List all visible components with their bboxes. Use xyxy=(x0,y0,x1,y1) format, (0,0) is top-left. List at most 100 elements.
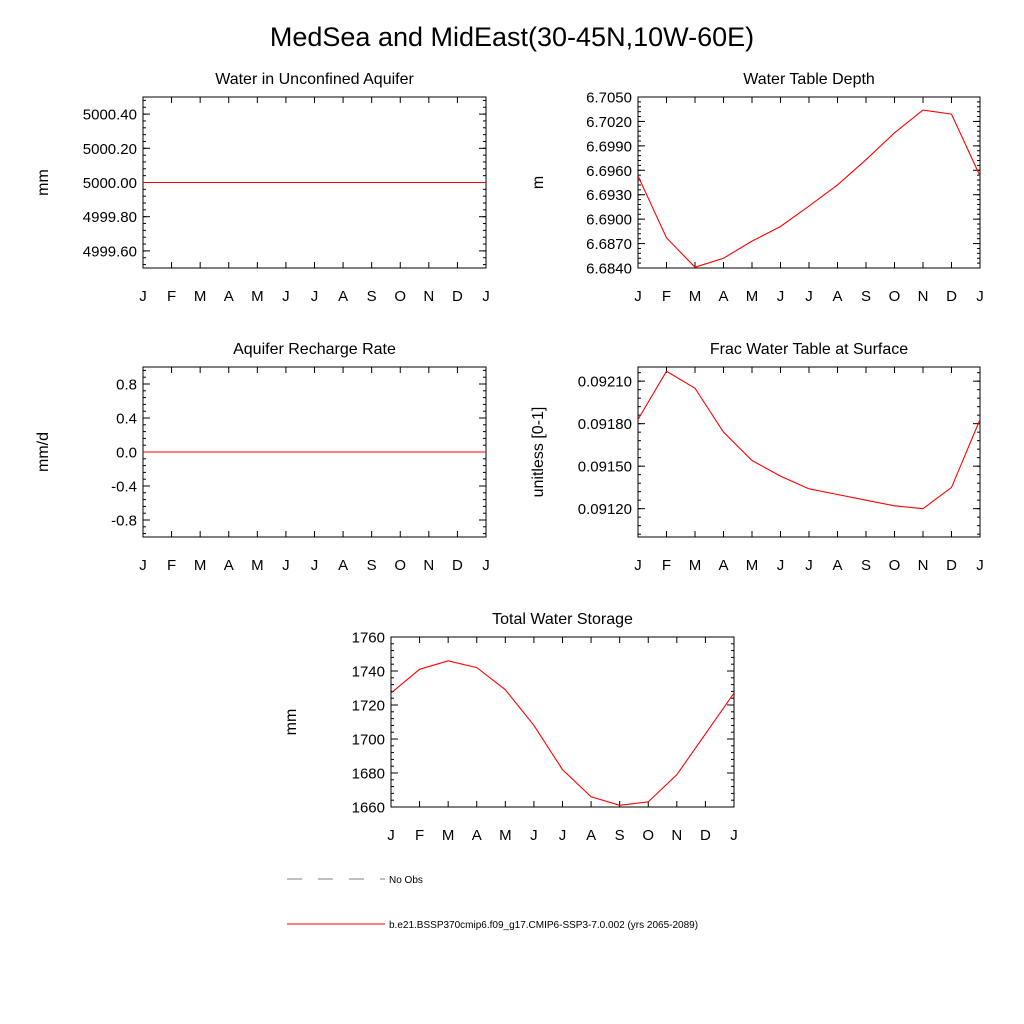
x-tick-label: M xyxy=(746,288,759,305)
x-tick-label: O xyxy=(889,288,901,305)
y-tick-label: 0.0 xyxy=(116,445,137,462)
y-tick-label: 1660 xyxy=(352,800,385,817)
x-tick-label: N xyxy=(423,557,434,574)
x-tick-label: M xyxy=(251,557,264,574)
chart-title: Aquifer Recharge Rate xyxy=(233,341,396,358)
y-tick-label: 1740 xyxy=(352,664,385,681)
legend-obs-label: No Obs xyxy=(389,875,423,886)
y-tick-label: 0.4 xyxy=(116,411,137,428)
y-tick-label: 6.6870 xyxy=(586,236,632,253)
x-tick-label: M xyxy=(689,557,702,574)
chart-aquifer-water: J F M A M J J A S O N D J4999.604999.805000.005000.2… xyxy=(35,71,490,305)
x-tick-label: J xyxy=(777,557,785,574)
x-tick-label: F xyxy=(415,827,424,844)
y-axis-label: m xyxy=(530,176,547,189)
y-tick-label: 1760 xyxy=(352,630,385,647)
x-tick-label: J xyxy=(976,557,984,574)
y-tick-label: -0.8 xyxy=(111,513,137,530)
x-tick-label: S xyxy=(861,557,871,574)
x-tick-label: J xyxy=(139,288,147,305)
x-tick-label: O xyxy=(642,827,654,844)
y-tick-label: 1720 xyxy=(352,698,385,715)
y-axis-label: mm xyxy=(283,709,300,736)
legend: No Obs b.e21.BSSP370cmip6.f09_g17.CMIP6-… xyxy=(287,875,698,931)
x-tick-label: A xyxy=(338,557,348,574)
y-tick-label: 0.09120 xyxy=(578,501,632,518)
chart-title: Total Water Storage xyxy=(492,611,633,628)
x-tick-label: J xyxy=(634,557,642,574)
x-tick-label: M xyxy=(194,557,207,574)
x-tick-label: N xyxy=(423,288,434,305)
series-line xyxy=(391,660,734,806)
x-tick-label: D xyxy=(946,557,957,574)
x-tick-label: J xyxy=(805,557,813,574)
x-tick-label: A xyxy=(224,288,234,305)
x-tick-label: A xyxy=(832,288,842,305)
x-tick-label: J xyxy=(387,827,395,844)
chart-title: Water Table Depth xyxy=(743,71,875,88)
x-tick-label: J xyxy=(730,827,738,844)
y-tick-label: 4999.60 xyxy=(83,243,137,260)
y-tick-label: 1700 xyxy=(352,732,385,749)
series-line xyxy=(638,370,980,510)
y-tick-label: 0.8 xyxy=(116,377,137,394)
x-tick-label: M xyxy=(194,288,207,305)
x-tick-label: F xyxy=(167,288,176,305)
y-tick-label: 6.6900 xyxy=(586,212,632,229)
chart-total-water-storage: J F M A M J J A S O N D J166016801700172017401760Tot… xyxy=(283,611,738,844)
chart-water-table-depth: J F M A M J J A S O N D J6.68406.68706.69006.69306.6… xyxy=(530,71,984,305)
x-tick-label: M xyxy=(499,827,512,844)
x-tick-label: N xyxy=(918,557,929,574)
x-tick-label: M xyxy=(251,288,264,305)
chart-panels: J F M A M J J A S O N D J4999.604999.805000.005000.2… xyxy=(35,71,984,844)
page-title: MedSea and MidEast(30-45N,10W-60E) xyxy=(269,22,755,52)
x-tick-label: J xyxy=(282,557,290,574)
x-tick-label: F xyxy=(167,557,176,574)
y-tick-label: 5000.40 xyxy=(83,107,137,124)
x-tick-label: M xyxy=(689,288,702,305)
x-tick-label: J xyxy=(805,288,813,305)
x-tick-label: J xyxy=(311,557,319,574)
y-tick-label: 0.09150 xyxy=(578,459,632,476)
x-tick-label: A xyxy=(718,557,728,574)
x-tick-label: S xyxy=(367,557,377,574)
x-tick-label: N xyxy=(918,288,929,305)
x-tick-label: J xyxy=(777,288,785,305)
chart-title: Water in Unconfined Aquifer xyxy=(215,71,414,88)
x-tick-label: J xyxy=(139,557,147,574)
x-tick-label: D xyxy=(452,288,463,305)
x-tick-label: J xyxy=(559,827,567,844)
x-tick-label: D xyxy=(452,557,463,574)
x-tick-label: S xyxy=(861,288,871,305)
x-tick-label: S xyxy=(615,827,625,844)
y-axis-label: unitless [0-1] xyxy=(530,407,547,498)
y-tick-label: 6.7020 xyxy=(586,114,632,131)
x-tick-label: A xyxy=(718,288,728,305)
y-tick-label: 6.6840 xyxy=(586,261,632,278)
y-axis-label: mm/d xyxy=(35,432,52,472)
x-tick-label: J xyxy=(482,557,490,574)
y-tick-label: 6.6930 xyxy=(586,187,632,204)
x-tick-label: A xyxy=(586,827,596,844)
legend-model-label: b.e21.BSSP370cmip6.f09_g17.CMIP6-SSP3-7.… xyxy=(389,920,698,931)
plot-frame xyxy=(637,96,981,269)
x-tick-label: A xyxy=(832,557,842,574)
x-tick-label: D xyxy=(700,827,711,844)
x-tick-label: M xyxy=(442,827,455,844)
y-tick-label: 5000.00 xyxy=(83,175,137,192)
chart-title: Frac Water Table at Surface xyxy=(710,341,908,358)
x-tick-label: S xyxy=(367,288,377,305)
chart-frac-water-table: J F M A M J J A S O N D J0.091200.091500.091800.0921… xyxy=(530,341,984,574)
y-tick-label: 4999.80 xyxy=(83,209,137,226)
x-tick-label: D xyxy=(946,288,957,305)
y-tick-label: -0.4 xyxy=(111,479,137,496)
x-tick-label: O xyxy=(394,557,406,574)
y-tick-label: 6.6990 xyxy=(586,138,632,155)
x-tick-label: F xyxy=(662,288,671,305)
x-tick-label: J xyxy=(282,288,290,305)
x-tick-label: O xyxy=(889,557,901,574)
x-tick-label: O xyxy=(394,288,406,305)
y-tick-label: 1680 xyxy=(352,766,385,783)
